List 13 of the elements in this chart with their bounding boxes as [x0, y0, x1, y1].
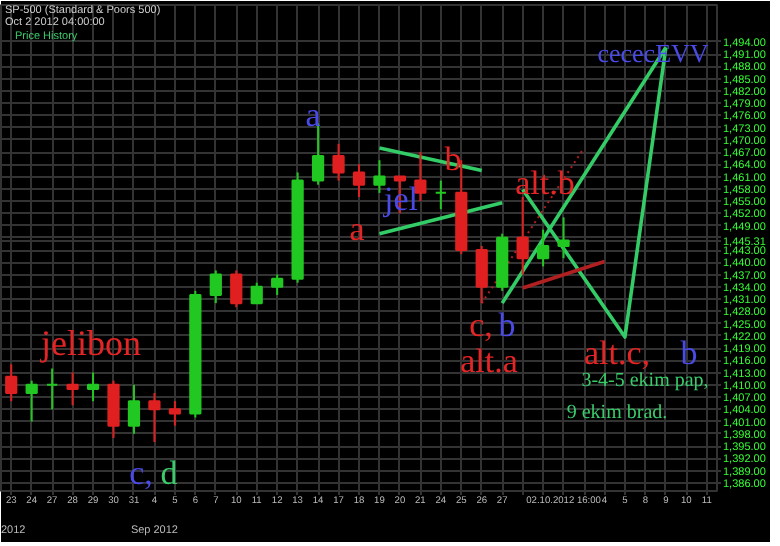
annotation: b [498, 306, 516, 344]
annotation: a [305, 96, 322, 134]
annotation: alt.c, [583, 334, 651, 372]
annotation: jelibon [39, 323, 142, 363]
annotation: d [160, 454, 179, 492]
annotation: 3-4-5 ekim pap, [581, 370, 709, 392]
annotation: alt.a [460, 342, 519, 380]
annotation: alt.b [515, 163, 575, 202]
annotation: c, [129, 454, 153, 492]
annotation: c, [469, 306, 493, 344]
annotation: 9 ekim brad. [566, 402, 668, 424]
annotation: a [349, 210, 366, 248]
annotation: b [680, 334, 698, 372]
